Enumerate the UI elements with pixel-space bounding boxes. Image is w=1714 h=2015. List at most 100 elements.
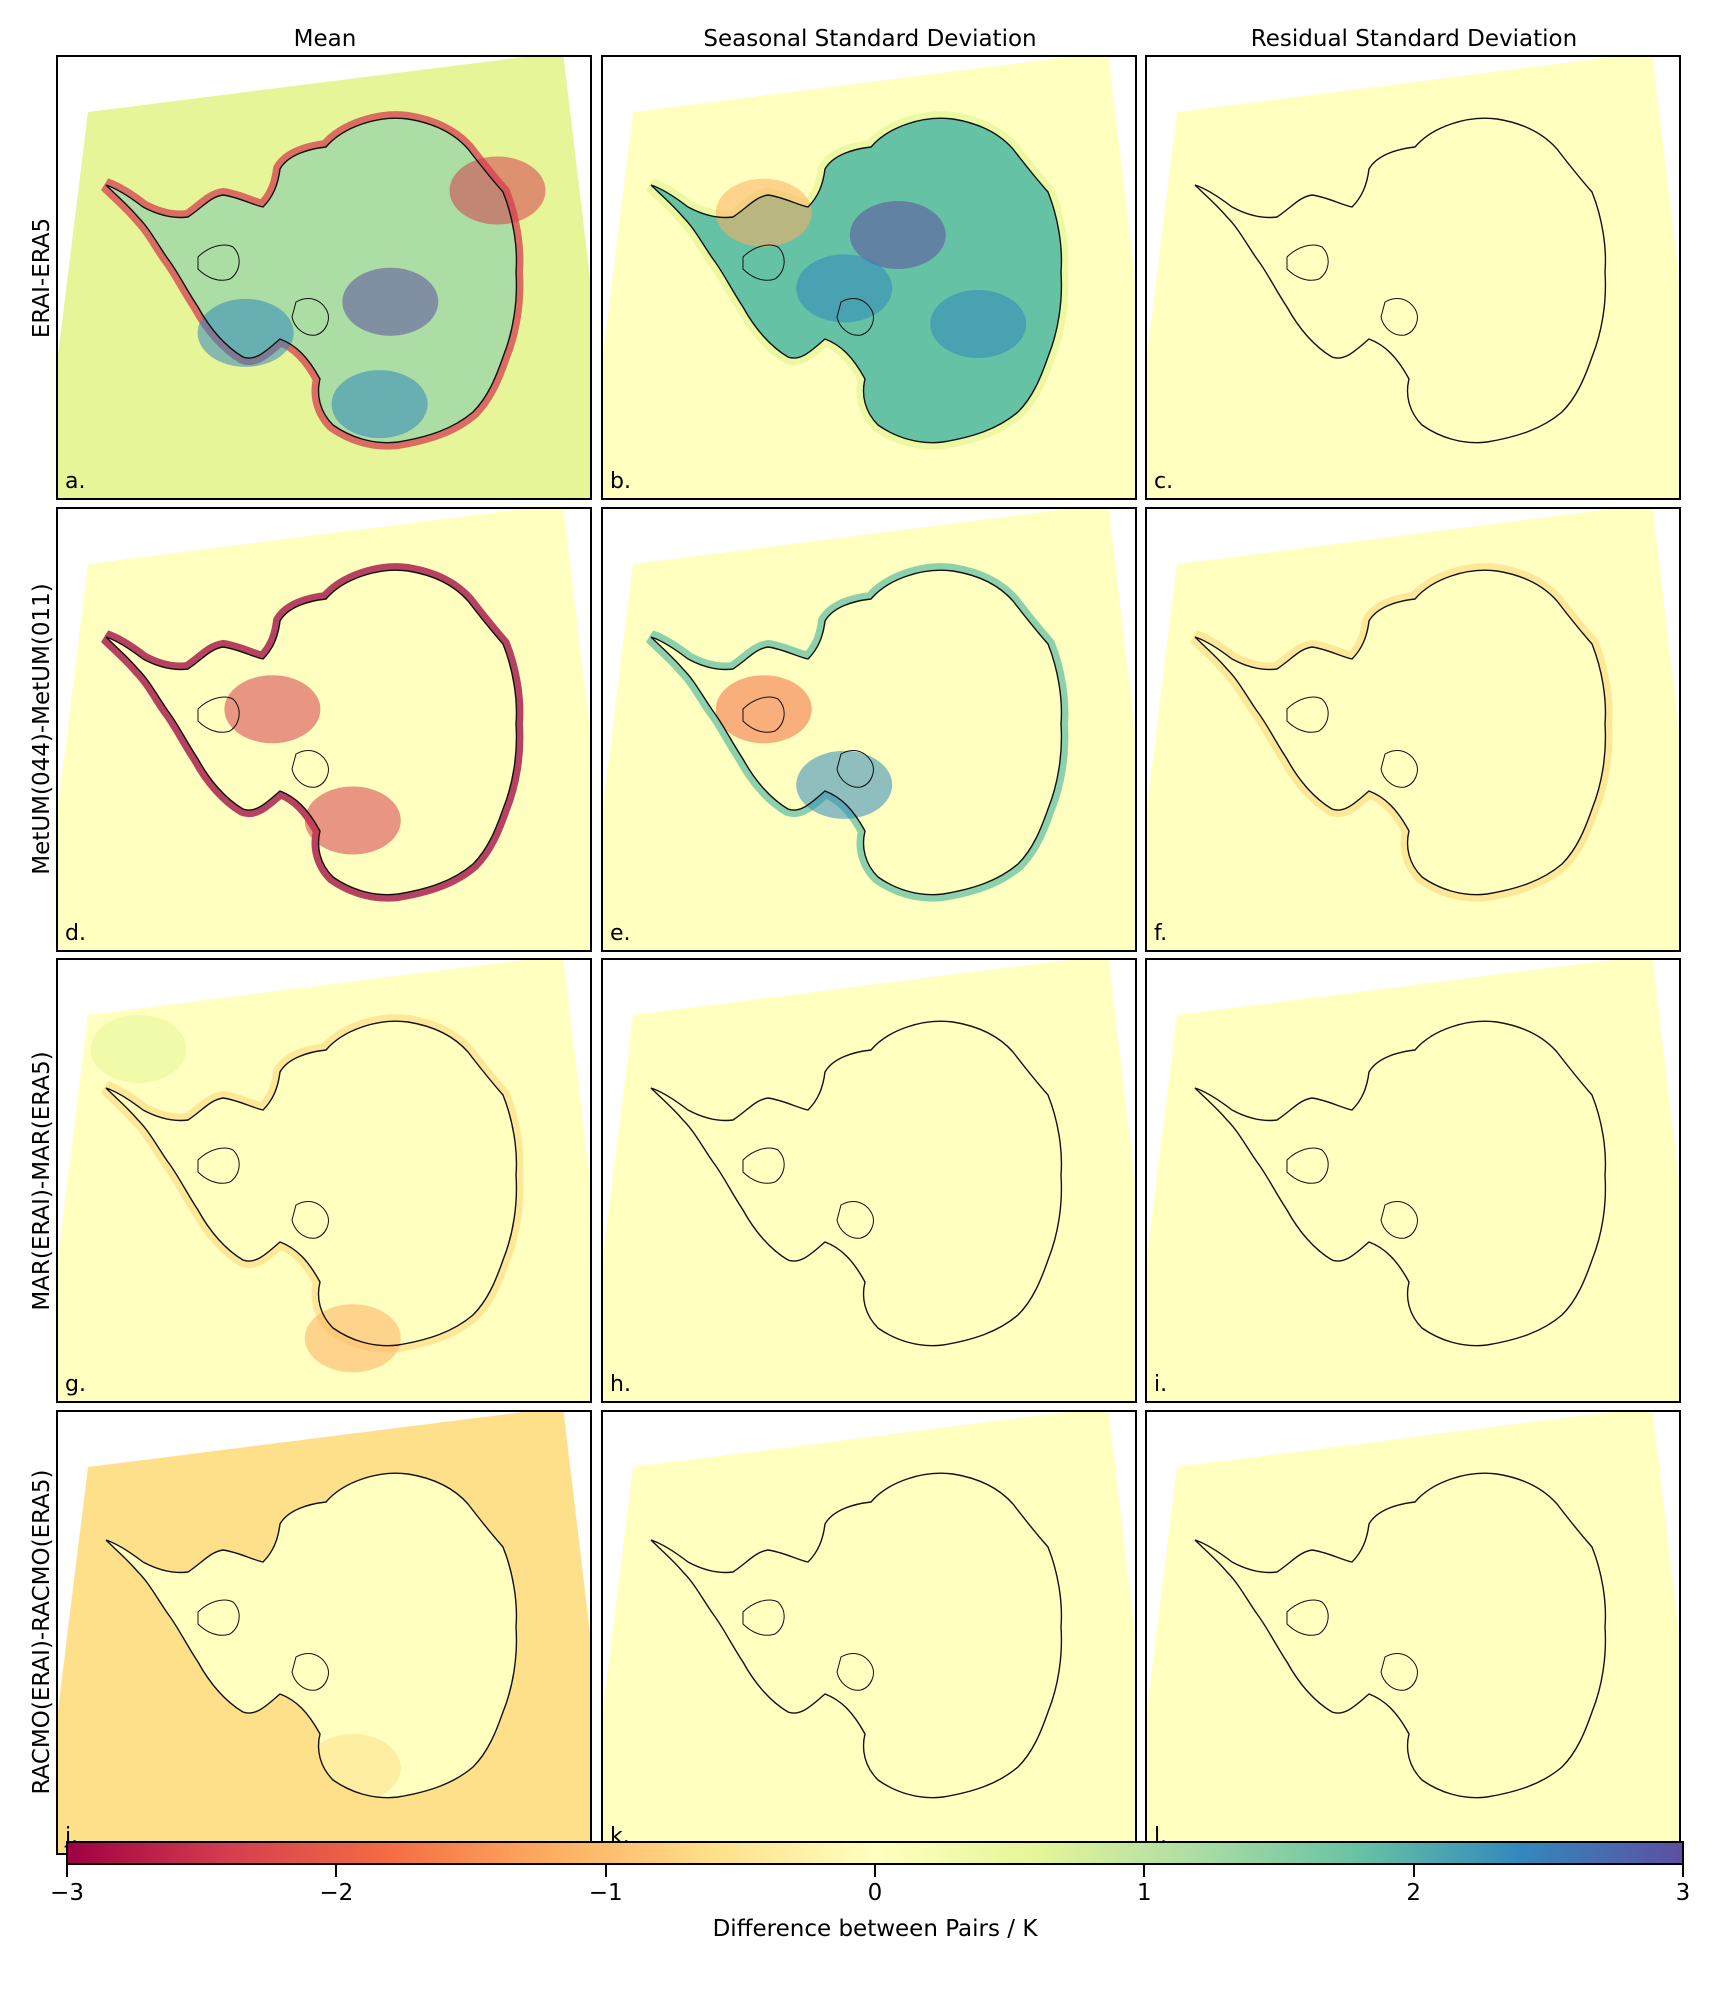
coastline	[650, 569, 1063, 896]
coastline	[197, 244, 240, 281]
coastline	[291, 298, 329, 336]
continent-field	[651, 1473, 1062, 1798]
coastline	[291, 750, 329, 788]
coastline	[105, 117, 518, 444]
anomaly-region	[90, 1015, 187, 1083]
coastline	[291, 1201, 329, 1239]
colorbar-tick-label: 3	[1675, 1880, 1691, 1906]
anomaly-region	[715, 178, 812, 247]
map-panel: i.	[1145, 958, 1681, 1403]
panel-label: c.	[1154, 469, 1174, 494]
map-panel: a.	[56, 55, 592, 500]
anomaly-region	[342, 267, 439, 336]
panel-label: a.	[65, 469, 86, 494]
anomaly-region	[930, 290, 1027, 358]
colorbar-tick	[1143, 1865, 1146, 1877]
antarctica-map	[1147, 509, 1679, 950]
map-panel: b.	[601, 55, 1137, 500]
colorbar-tick-label: 1	[1137, 1880, 1152, 1906]
map-panel: e.	[601, 507, 1137, 952]
colorbar-tick-label: 0	[867, 1880, 883, 1906]
anomaly-region	[331, 370, 428, 439]
coastline	[105, 1472, 518, 1799]
coastline	[1286, 1599, 1329, 1636]
continent-field	[106, 1473, 517, 1798]
colorbar-tick	[1412, 1865, 1415, 1877]
panel-label: b.	[610, 469, 631, 494]
anomaly-region	[715, 675, 812, 744]
panel-label: h.	[610, 1372, 631, 1397]
coastline	[105, 569, 518, 896]
coastline	[1380, 298, 1418, 336]
row-label-metum: MetUM(044)-MetUM(011)	[29, 583, 55, 875]
anomaly-region	[304, 786, 401, 855]
continent-field	[1195, 570, 1606, 895]
antarctica-map	[603, 509, 1135, 950]
antarctica-map	[1147, 960, 1679, 1401]
continent-field	[1195, 1021, 1606, 1346]
coastline	[836, 1653, 874, 1691]
coastline	[105, 1020, 518, 1347]
panel-label: d.	[65, 921, 86, 946]
anomaly-region	[449, 156, 546, 225]
colorbar-tick-label: −3	[50, 1880, 84, 1906]
column-title-mean: Mean	[293, 26, 357, 52]
anomaly-region	[224, 675, 321, 744]
panel-label: g.	[65, 1372, 86, 1397]
colorbar-tick-label: 2	[1406, 1880, 1421, 1906]
continent-field	[106, 1021, 517, 1346]
coastline	[742, 1147, 785, 1184]
coastline	[742, 1599, 785, 1636]
coastline	[197, 696, 240, 733]
coastline	[1286, 696, 1329, 733]
antarctica-map	[58, 57, 590, 498]
antarctica-map	[58, 509, 590, 950]
anomaly-region	[304, 1734, 401, 1802]
coastline	[1194, 1472, 1607, 1799]
colorbar-tick-label: −2	[319, 1880, 354, 1906]
continent-field	[106, 570, 517, 895]
continent-field	[1195, 118, 1606, 443]
coastline	[1380, 750, 1418, 788]
antarctica-map	[1147, 1412, 1679, 1853]
panel-label: f.	[1154, 921, 1168, 946]
coastline	[836, 1201, 874, 1239]
row-label-mar: MAR(ERAI)-MAR(ERA5)	[29, 1051, 55, 1311]
antarctica-map	[1147, 57, 1679, 498]
map-panel: g.	[56, 958, 592, 1403]
colorbar-tick	[604, 1865, 607, 1877]
coastline	[1194, 117, 1607, 444]
antarctica-map	[603, 57, 1135, 498]
continent-field	[651, 1021, 1062, 1346]
coastline	[1194, 1020, 1607, 1347]
antarctica-map	[603, 960, 1135, 1401]
column-title-residual-sd: Residual Standard Deviation	[1250, 26, 1578, 52]
coastline	[836, 298, 874, 336]
map-panel: k.	[601, 1410, 1137, 1855]
antarctica-map	[58, 960, 590, 1401]
continent-field	[651, 570, 1062, 895]
coastline	[742, 244, 785, 281]
coastline	[1380, 1201, 1418, 1239]
panel-label: e.	[610, 921, 631, 946]
anomaly-region	[849, 201, 946, 269]
map-panel: d.	[56, 507, 592, 952]
map-panel: l.	[1145, 1410, 1681, 1855]
row-label-erai-era5: ERAI-ERA5	[29, 217, 55, 339]
coastline	[650, 117, 1063, 444]
map-panel: c.	[1145, 55, 1681, 500]
coastline	[650, 1020, 1063, 1347]
coastline	[197, 1147, 240, 1184]
coastline	[1194, 569, 1607, 896]
coastline	[291, 1653, 329, 1691]
coastline	[836, 750, 874, 788]
antarctica-map	[603, 1412, 1135, 1853]
map-panel: f.	[1145, 507, 1681, 952]
colorbar-label: Difference between Pairs / K	[712, 1916, 1038, 1942]
continent-field	[106, 118, 517, 443]
colorbar-tick	[66, 1865, 68, 1877]
colorbar-tick	[335, 1865, 338, 1877]
coastline	[1380, 1653, 1418, 1691]
colorbar	[66, 1841, 1684, 1865]
anomaly-region	[197, 298, 294, 367]
